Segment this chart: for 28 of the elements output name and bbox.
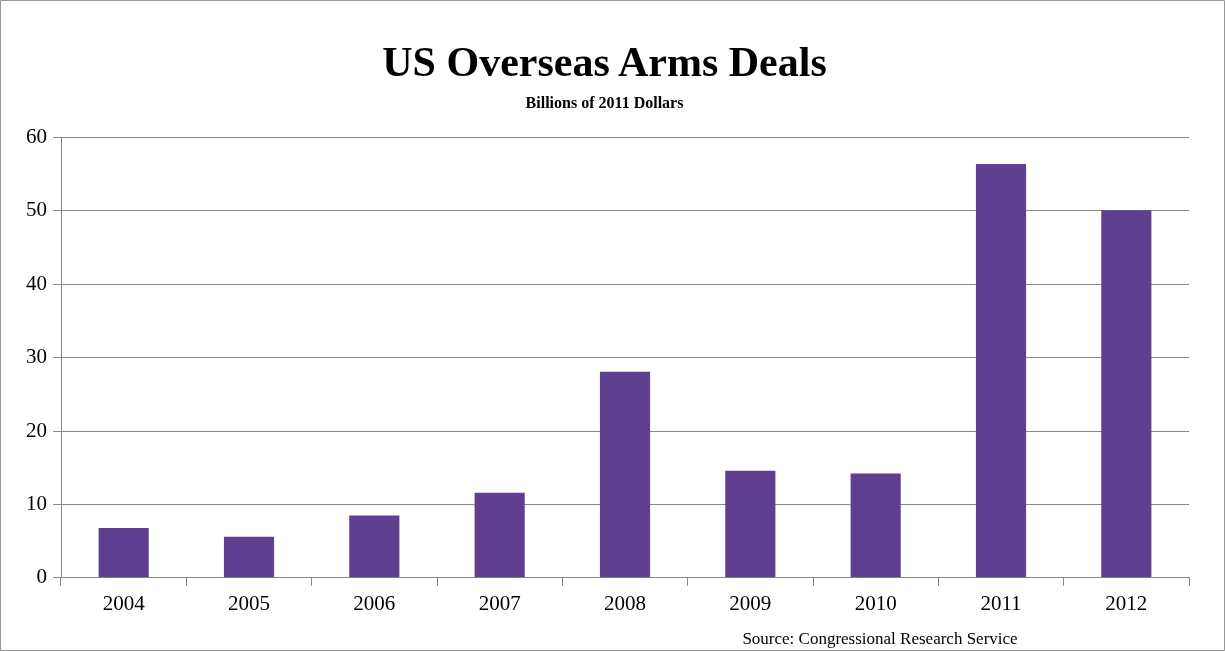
bar [599, 371, 651, 578]
bar [474, 492, 525, 578]
x-tick-label: 2012 [1105, 590, 1148, 615]
x-tick-label: 2010 [854, 590, 897, 615]
source-note: Source: Congressional Research Service [742, 628, 1018, 648]
y-tick-label: 60 [26, 124, 47, 149]
y-tick-label: 0 [36, 564, 47, 589]
x-tick-label: 2006 [353, 590, 396, 615]
x-tick-label: 2004 [102, 590, 146, 615]
chart-title: US Overseas Arms Deals [382, 39, 827, 86]
bar [1101, 210, 1152, 578]
y-tick-label: 20 [26, 417, 47, 442]
x-tick-label: 2007 [478, 590, 521, 615]
x-tick-label: 2009 [729, 590, 772, 615]
x-tick-label: 2011 [980, 590, 1022, 615]
bar [975, 164, 1027, 578]
x-tick-label: 2005 [228, 590, 270, 615]
y-tick-label: 10 [26, 490, 47, 515]
bar [223, 536, 275, 578]
chart-subtitle: Billions of 2011 Dollars [525, 94, 684, 112]
bar [98, 527, 149, 578]
y-tick-label: 50 [26, 197, 47, 222]
x-tick-label: 2008 [604, 590, 646, 615]
y-tick-label: 30 [26, 344, 47, 369]
bar [349, 515, 400, 578]
bar [725, 470, 776, 578]
bar [850, 473, 901, 578]
y-tick-label: 40 [26, 270, 47, 295]
